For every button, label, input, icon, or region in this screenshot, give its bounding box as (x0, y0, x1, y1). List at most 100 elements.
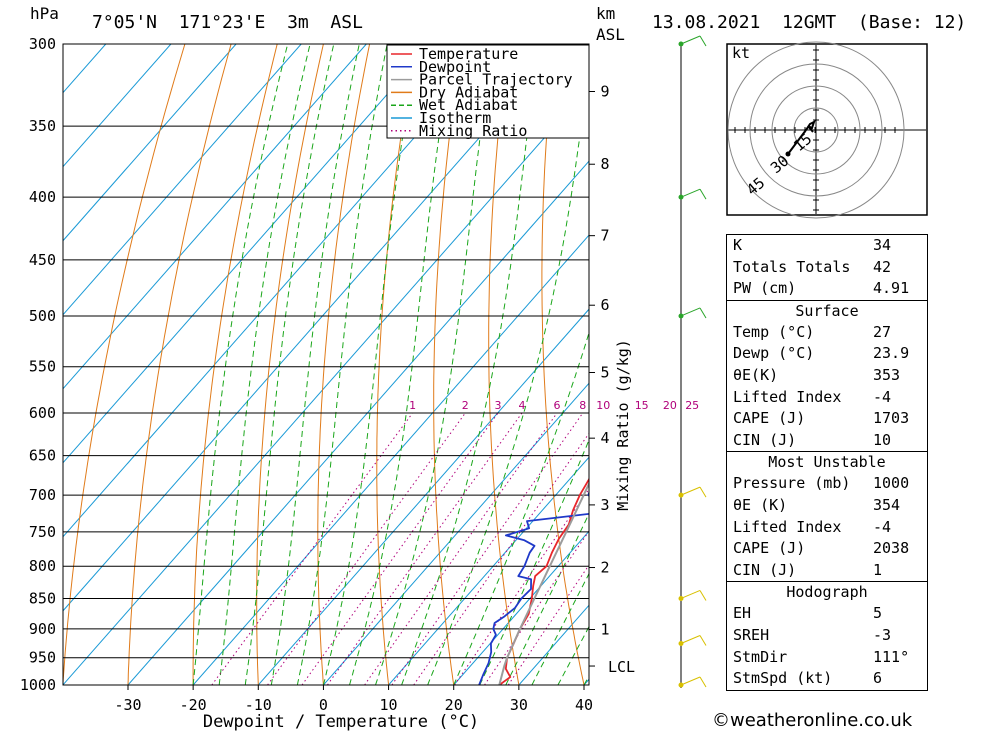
stmspd-label: StmSpd (kt) (733, 669, 833, 688)
hodograph-table-section: Hodograph EH 5 SREH -3 StmDir 111° StmSpd (… (727, 581, 927, 689)
mixing-ratio-line (267, 412, 466, 685)
pressure-unit-label: hPa (30, 4, 59, 23)
mu-cin-label: CIN (J) (733, 560, 797, 579)
x-tick-label: -10 (245, 696, 272, 714)
mu-li-label: Lifted Index (733, 517, 842, 536)
x-tick-label: 0 (319, 696, 328, 714)
mu-cape-row: CAPE (J) 2038 (727, 538, 927, 560)
most-unstable-title: Most Unstable (768, 453, 886, 472)
isotherm-line (192, 234, 589, 685)
pressure-tick-label: 950 (29, 649, 56, 667)
mixing-ratio-label: 25 (685, 399, 699, 412)
eh-label: EH (733, 604, 752, 623)
wet-adiabat-line (349, 44, 454, 685)
surface-temp-value: 27 (873, 322, 892, 341)
isotherm-line (63, 44, 172, 168)
dry-adiabat-line (970, 44, 1000, 685)
hodograph-ring (771, 85, 861, 175)
wind-barb-staff (680, 307, 701, 317)
height-km-axis: 1 2 3 4 5 6 7 8 9 LCL (589, 83, 635, 676)
wind-barb-staff (680, 486, 701, 496)
pw-value: 4.91 (873, 279, 910, 298)
tt-label: Totals Totals (733, 257, 851, 276)
k-value: 34 (873, 236, 892, 254)
legend-label: Wet Adiabat (419, 96, 518, 114)
surface-li-row: Lifted Index -4 (727, 387, 927, 409)
wet-adiabat-line (531, 572, 589, 685)
surface-dewp-row: Dewp (°C) 23.9 (727, 343, 927, 365)
wind-barb-flag (699, 35, 707, 47)
mixing-ratio-label: 1 (409, 399, 416, 412)
mixing-ratio-line (507, 564, 589, 685)
hodograph-unit-label: kt (732, 44, 750, 62)
wind-barb-column (678, 35, 707, 688)
km-unit-label: km (596, 4, 616, 23)
legend-label: Parcel Trajectory (419, 71, 573, 89)
hodograph-ring (727, 41, 905, 219)
tt-row: Totals Totals 42 (727, 257, 927, 279)
x-tick-label: 30 (510, 696, 528, 714)
pressure-tick-label: 300 (29, 35, 56, 53)
x-tick-label: -30 (114, 696, 141, 714)
dry-adiabat-line (256, 44, 324, 685)
pressure-isobars (63, 43, 589, 686)
k-label: K (733, 236, 743, 254)
km-tick-label: 1 (600, 620, 609, 638)
x-tick-label: 40 (575, 696, 593, 714)
wind-barb-flag (699, 635, 707, 646)
x-axis-title: Dewpoint / Temperature (°C) (203, 712, 479, 732)
pressure-tick-label: 400 (29, 188, 56, 206)
wet-adiabat-line (270, 44, 360, 685)
surface-theta-row: θE(K) 353 (727, 365, 927, 387)
eh-row: EH 5 (727, 603, 927, 625)
isotherm-line (388, 456, 589, 685)
pressure-tick-label: 900 (29, 620, 56, 638)
mixing-ratio-label: 20 (663, 399, 677, 412)
sounding-traces (478, 477, 589, 685)
hodograph-end-dot (785, 151, 791, 157)
wind-barb-staff (680, 635, 701, 644)
wet-adiabat-line (479, 438, 589, 685)
pressure-tick-label: 750 (29, 523, 56, 541)
dry-adiabat-line (433, 44, 463, 685)
wind-barb-flag (699, 307, 707, 319)
location-title: 7°05'N 171°23'E 3m ASL (92, 12, 363, 33)
km-tick-label: 7 (600, 227, 609, 245)
isotherm-line (453, 530, 589, 685)
pressure-tick-label: 350 (29, 117, 56, 135)
wet-adiabat-line (218, 44, 311, 685)
pressure-tick-label: 450 (29, 251, 56, 269)
wind-barb-flag (699, 486, 707, 498)
stmspd-row: StmSpd (kt) 6 (727, 668, 927, 690)
wet-adiabat-line (401, 44, 539, 685)
dry-adiabat-line (63, 44, 186, 685)
surface-temp-row: Temp (°C) 27 (727, 322, 927, 344)
plot-frame (62, 43, 590, 686)
dry-adiabat-line (644, 44, 715, 685)
mu-theta-value: 354 (873, 495, 901, 514)
surface-temp-label: Temp (°C) (733, 322, 815, 341)
mu-theta-row: θE (K) 354 (727, 495, 927, 517)
indices-section: K 34 Totals Totals 42 PW (cm) 4.91 (727, 235, 927, 300)
hodograph-ring (793, 107, 839, 153)
isotherm-line (127, 160, 589, 685)
wind-barb-flag (699, 590, 707, 601)
wet-adiabat-line (244, 44, 335, 685)
isotherm-line (63, 44, 432, 464)
temperature-axis-labels: -30 -20 -10 0 10 20 30 40 (114, 685, 593, 714)
mixing-ratio-line (211, 412, 414, 685)
mu-li-value: -4 (873, 517, 892, 536)
pressure-tick-label: 600 (29, 404, 56, 422)
surface-dewp-label: Dewp (°C) (733, 344, 815, 363)
mixing-ratio-line (301, 412, 499, 685)
legend-label: Isotherm (419, 109, 491, 127)
legend-label: Dry Adiabat (419, 83, 518, 101)
mixing-ratio-label: 15 (635, 399, 649, 412)
surface-cape-value: 1703 (873, 409, 910, 428)
dry-adiabat-line (127, 44, 232, 685)
stmspd-value: 6 (873, 669, 883, 688)
most-unstable-section: Most Unstable Pressure (mb) 1000 θE (K) 35… (727, 451, 927, 581)
x-tick-label: 10 (380, 696, 398, 714)
copyright-footer: ©weatheronline.co.uk (712, 710, 913, 731)
